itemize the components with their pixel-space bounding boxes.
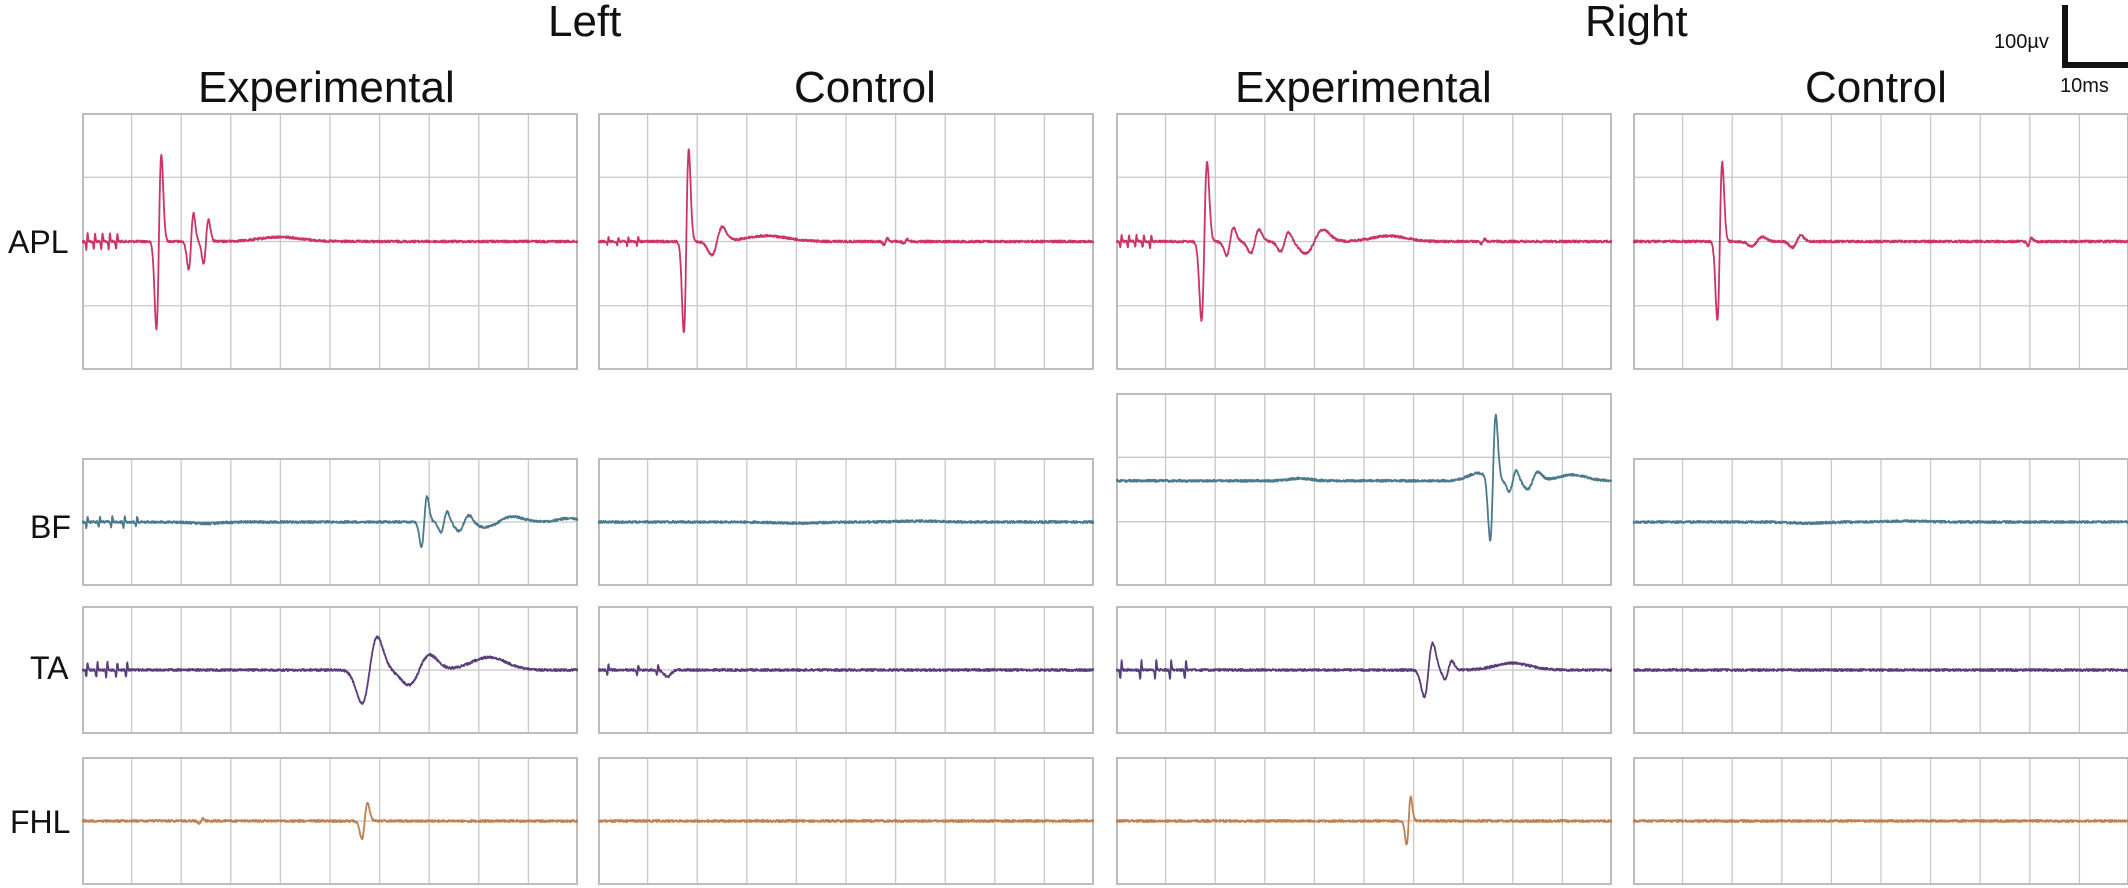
panel-fhl-left-experimental: [82, 757, 578, 885]
emg-trace-bf-right-experimental: [1116, 413, 1612, 542]
panel-apl-left-control: [598, 113, 1094, 370]
emg-trace-bf-right-control: [1633, 519, 2128, 526]
emg-trace-ta-right-experimental: [1116, 641, 1612, 699]
panel-frame: [1116, 393, 1612, 586]
trace-plot-ta-right-experimental: [1116, 606, 1612, 734]
panel-ta-right-control: [1633, 606, 2128, 734]
trace-plot-bf-right-control: [1633, 458, 2128, 586]
emg-trace-apl-left-control: [598, 148, 1094, 334]
emg-trace-bf-left-experimental: [82, 495, 578, 549]
emg-trace-apl-right-experimental: [1116, 160, 1612, 322]
emg-trace-apl-left-experimental: [82, 153, 578, 331]
scale-bar-voltage-label: 100µv: [1994, 31, 2049, 53]
panel-bf-left-experimental: [82, 458, 578, 586]
trace-plot-apl-right-experimental: [1116, 113, 1612, 370]
emg-trace-fhl-right-control: [1633, 819, 2128, 823]
grid-bf-right-experimental: [1116, 393, 1612, 586]
trace-plot-ta-right-control: [1633, 606, 2128, 734]
trace-plot-ta-left-control: [598, 606, 1094, 734]
emg-trace-fhl-left-experimental: [82, 801, 578, 841]
condition-label-right-control: Control: [1805, 63, 1947, 112]
side-label-left: Left: [548, 0, 622, 46]
panel-apl-right-experimental: [1116, 113, 1612, 370]
trace-plot-bf-left-control: [598, 458, 1094, 586]
muscle-label-ta: TA: [30, 650, 69, 686]
scale-bar: [2062, 5, 2128, 68]
side-label-right: Right: [1585, 0, 1688, 46]
trace-plot-apl-left-experimental: [82, 113, 578, 370]
trace-plot-ta-left-experimental: [82, 606, 578, 734]
condition-label-left-experimental: Experimental: [198, 63, 455, 112]
condition-label-right-experimental: Experimental: [1235, 63, 1492, 112]
trace-plot-bf-left-experimental: [82, 458, 578, 586]
panel-fhl-left-control: [598, 757, 1094, 885]
emg-trace-ta-left-control: [598, 663, 1094, 679]
trace-plot-fhl-left-control: [598, 757, 1094, 885]
muscle-label-bf: BF: [30, 509, 71, 545]
panel-ta-right-experimental: [1116, 606, 1612, 734]
condition-label-left-control: Control: [794, 63, 936, 112]
emg-trace-apl-right-control: [1633, 160, 2128, 321]
trace-plot-fhl-left-experimental: [82, 757, 578, 885]
scale-bar-time-label: 10ms: [2060, 75, 2109, 97]
emg-trace-fhl-right-experimental: [1116, 795, 1612, 846]
panel-ta-left-experimental: [82, 606, 578, 734]
panel-bf-right-control: [1633, 458, 2128, 586]
trace-plot-fhl-right-control: [1633, 757, 2128, 885]
panel-fhl-right-control: [1633, 757, 2128, 885]
panel-bf-right-experimental: [1116, 393, 1612, 586]
trace-plot-bf-right-experimental: [1116, 393, 1612, 586]
muscle-label-apl: APL: [8, 224, 69, 260]
emg-trace-bf-left-control: [598, 519, 1094, 526]
scale-bar-lines: [2062, 5, 2128, 68]
muscle-label-fhl: FHL: [10, 804, 71, 840]
panel-fhl-right-experimental: [1116, 757, 1612, 885]
panel-ta-left-control: [598, 606, 1094, 734]
emg-trace-ta-right-control: [1633, 668, 2128, 672]
emg-trace-ta-left-experimental: [82, 635, 578, 705]
trace-plot-fhl-right-experimental: [1116, 757, 1612, 885]
trace-plot-apl-left-control: [598, 113, 1094, 370]
panel-bf-left-control: [598, 458, 1094, 586]
emg-trace-fhl-left-control: [598, 819, 1094, 823]
trace-plot-apl-right-control: [1633, 113, 2128, 370]
panel-apl-left-experimental: [82, 113, 578, 370]
panel-apl-right-control: [1633, 113, 2128, 370]
